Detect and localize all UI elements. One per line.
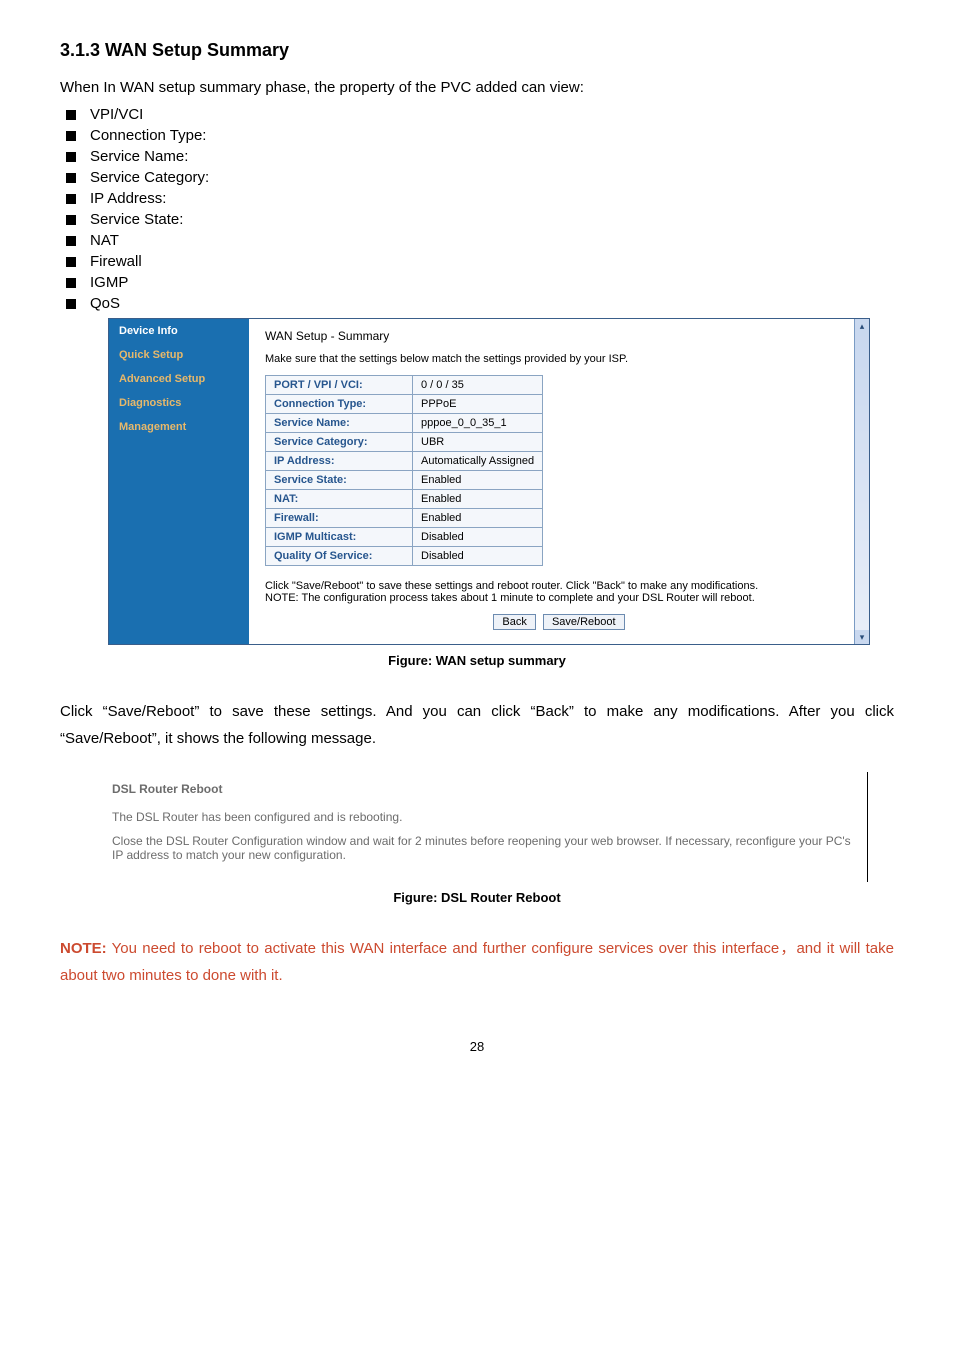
summary-val: UBR — [413, 433, 543, 452]
sidebar-item-management[interactable]: Management — [109, 415, 249, 439]
bullet-list: VPI/VCI Connection Type: Service Name: S… — [60, 106, 894, 312]
list-item: Service Name: — [66, 148, 894, 165]
bullet-label: NAT — [90, 232, 119, 249]
intro-text: When In WAN setup summary phase, the pro… — [60, 79, 894, 96]
router-screenshot: ▴ ▾ Device Info Quick Setup Advanced Set… — [108, 318, 870, 645]
summary-val: pppoe_0_0_35_1 — [413, 414, 543, 433]
summary-key: Connection Type: — [266, 395, 413, 414]
wan-note: Click "Save/Reboot" to save these settin… — [265, 580, 853, 604]
reboot-line2: Close the DSL Router Configuration windo… — [112, 834, 853, 862]
scroll-down-icon[interactable]: ▾ — [854, 630, 869, 644]
list-item: VPI/VCI — [66, 106, 894, 123]
table-row: NAT:Enabled — [266, 490, 543, 509]
table-row: Service Category:UBR — [266, 433, 543, 452]
section-heading: 3.1.3 WAN Setup Summary — [60, 40, 894, 61]
summary-key: PORT / VPI / VCI: — [266, 376, 413, 395]
bullet-label: IP Address: — [90, 190, 166, 207]
summary-key: Service State: — [266, 471, 413, 490]
bullet-label: Service Category: — [90, 169, 209, 186]
summary-val: 0 / 0 / 35 — [413, 376, 543, 395]
list-item: NAT — [66, 232, 894, 249]
summary-key: NAT: — [266, 490, 413, 509]
router-content: WAN Setup - Summary Make sure that the s… — [249, 319, 869, 644]
reboot-line1: The DSL Router has been configured and i… — [112, 810, 853, 824]
page-number: 28 — [60, 1039, 894, 1054]
summary-table: PORT / VPI / VCI:0 / 0 / 35 Connection T… — [265, 375, 543, 566]
summary-key: IGMP Multicast: — [266, 528, 413, 547]
sidebar-item-quick-setup[interactable]: Quick Setup — [109, 343, 249, 367]
figure-caption-reboot: Figure: DSL Router Reboot — [60, 890, 894, 905]
table-row: Firewall:Enabled — [266, 509, 543, 528]
summary-key: Service Category: — [266, 433, 413, 452]
summary-val: Automatically Assigned — [413, 452, 543, 471]
sidebar-item-advanced-setup[interactable]: Advanced Setup — [109, 367, 249, 391]
summary-val: Enabled — [413, 490, 543, 509]
note-red-text: You need to reboot to activate this WAN … — [60, 940, 894, 984]
back-button[interactable]: Back — [493, 614, 535, 630]
list-item: QoS — [66, 295, 894, 312]
note-red: NOTE: You need to reboot to activate thi… — [60, 935, 894, 989]
scroll-up-icon[interactable]: ▴ — [854, 319, 869, 333]
table-row: PORT / VPI / VCI:0 / 0 / 35 — [266, 376, 543, 395]
list-item: Service Category: — [66, 169, 894, 186]
bullet-label: QoS — [90, 295, 120, 312]
save-reboot-button[interactable]: Save/Reboot — [543, 614, 625, 630]
table-row: Service State:Enabled — [266, 471, 543, 490]
summary-val: Disabled — [413, 547, 543, 566]
summary-key: IP Address: — [266, 452, 413, 471]
table-row: IGMP Multicast:Disabled — [266, 528, 543, 547]
reboot-title: DSL Router Reboot — [112, 782, 853, 796]
summary-val: Enabled — [413, 509, 543, 528]
bullet-label: Connection Type: — [90, 127, 206, 144]
summary-key: Quality Of Service: — [266, 547, 413, 566]
table-row: Service Name:pppoe_0_0_35_1 — [266, 414, 543, 433]
bullet-label: VPI/VCI — [90, 106, 143, 123]
list-item: Firewall — [66, 253, 894, 270]
list-item: Connection Type: — [66, 127, 894, 144]
reboot-screenshot: DSL Router Reboot The DSL Router has bee… — [108, 772, 868, 882]
figure-caption-wan: Figure: WAN setup summary — [60, 653, 894, 668]
table-row: Quality Of Service:Disabled — [266, 547, 543, 566]
table-row: IP Address:Automatically Assigned — [266, 452, 543, 471]
summary-val: Disabled — [413, 528, 543, 547]
bullet-label: Service State: — [90, 211, 183, 228]
list-item: IP Address: — [66, 190, 894, 207]
bullet-label: Service Name: — [90, 148, 188, 165]
button-row: Back Save/Reboot — [265, 614, 853, 630]
wan-subtitle: Make sure that the settings below match … — [265, 353, 853, 365]
list-item: Service State: — [66, 211, 894, 228]
table-row: Connection Type:PPPoE — [266, 395, 543, 414]
wan-title: WAN Setup - Summary — [265, 329, 853, 343]
list-item: IGMP — [66, 274, 894, 291]
bullet-label: IGMP — [90, 274, 128, 291]
scrollbar[interactable] — [854, 333, 869, 630]
sidebar-item-device-info[interactable]: Device Info — [109, 319, 249, 343]
summary-val: PPPoE — [413, 395, 543, 414]
wan-note2: NOTE: The configuration process takes ab… — [265, 592, 853, 604]
wan-note1: Click "Save/Reboot" to save these settin… — [265, 580, 853, 592]
note-label: NOTE: — [60, 940, 107, 957]
bullet-label: Firewall — [90, 253, 142, 270]
summary-val: Enabled — [413, 471, 543, 490]
sidebar-item-diagnostics[interactable]: Diagnostics — [109, 391, 249, 415]
summary-key: Firewall: — [266, 509, 413, 528]
sidebar: Device Info Quick Setup Advanced Setup D… — [109, 319, 249, 644]
summary-key: Service Name: — [266, 414, 413, 433]
paragraph-save-reboot: Click “Save/Reboot” to save these settin… — [60, 698, 894, 752]
